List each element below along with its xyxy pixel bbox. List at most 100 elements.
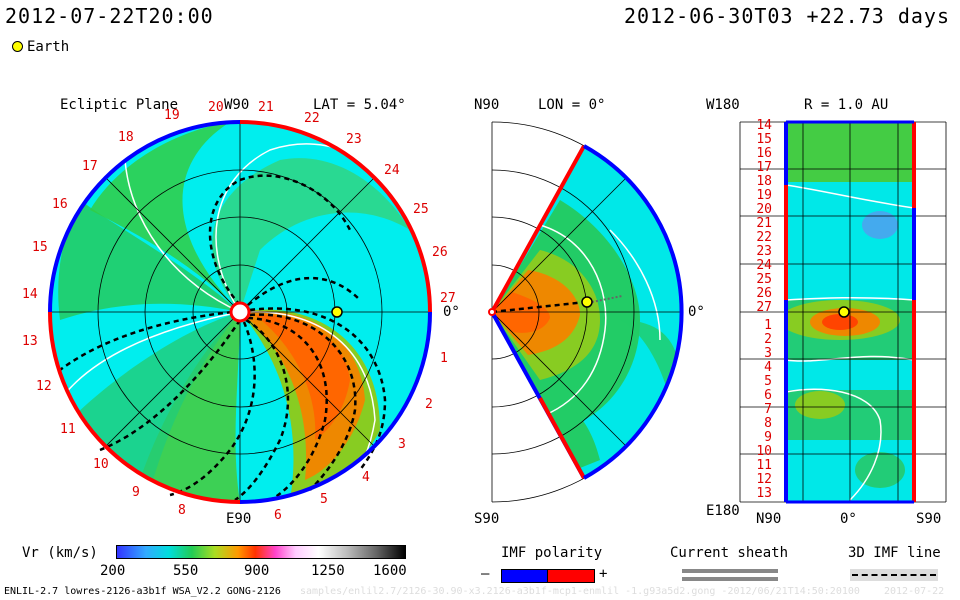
svg-text:22: 22 bbox=[304, 111, 320, 126]
svg-text:25: 25 bbox=[756, 272, 772, 287]
svg-text:22: 22 bbox=[756, 230, 772, 245]
earth-legend-label: Earth bbox=[27, 39, 70, 55]
colorbar-tick-1250: 1250 bbox=[311, 563, 345, 579]
radial-n90-label: N90 bbox=[756, 511, 782, 527]
meridional-earth-icon bbox=[581, 296, 593, 308]
faint-date: 2012-07-22 bbox=[884, 586, 945, 597]
ecliptic-lat-label: LAT = 5.04° bbox=[313, 97, 406, 113]
radial-r-label: R = 1.0 AU bbox=[804, 97, 889, 113]
svg-text:12: 12 bbox=[756, 472, 772, 487]
svg-text:4: 4 bbox=[764, 360, 772, 375]
svg-text:6: 6 bbox=[764, 388, 772, 403]
meridional-outer-polarity bbox=[583, 144, 684, 480]
radial-s90-label: S90 bbox=[916, 511, 942, 527]
meridional-imf-line bbox=[491, 300, 587, 314]
svg-text:11: 11 bbox=[756, 458, 772, 473]
faint-run-info: samples/enlil2.7/2126-30.90-x3.2126-a3b1… bbox=[300, 586, 860, 597]
svg-text:1: 1 bbox=[764, 318, 772, 333]
meridional-sun-icon bbox=[488, 308, 496, 316]
meridional-edge-south-red bbox=[538, 397, 586, 479]
ecliptic-carrington-labels: 27 1 2 3 4 5 6 8 9 10 11 12 13 14 15 16 … bbox=[22, 100, 456, 523]
imf-line-title: 3D IMF line bbox=[848, 545, 941, 561]
earth-legend: Earth bbox=[12, 39, 69, 55]
svg-text:27: 27 bbox=[756, 300, 772, 315]
svg-text:20: 20 bbox=[208, 100, 224, 115]
svg-text:17: 17 bbox=[756, 160, 772, 175]
svg-text:13: 13 bbox=[22, 334, 38, 349]
svg-text:14: 14 bbox=[756, 118, 772, 133]
svg-text:25: 25 bbox=[413, 202, 429, 217]
run-time: 2012-06-30T03 +22.73 days bbox=[623, 4, 950, 28]
svg-text:8: 8 bbox=[764, 416, 772, 431]
imf-line-swatch bbox=[850, 569, 938, 581]
meridional-imf-line-tail bbox=[591, 295, 623, 303]
colorbar-tick-1600: 1600 bbox=[373, 563, 407, 579]
earth-marker-icon bbox=[12, 41, 23, 52]
svg-text:6: 6 bbox=[274, 508, 282, 523]
ecliptic-polarity-positive bbox=[239, 120, 432, 313]
colorbar-tick-900: 900 bbox=[244, 563, 270, 579]
svg-text:15: 15 bbox=[32, 240, 48, 255]
svg-text:8: 8 bbox=[178, 503, 186, 518]
radial-lon-ticks: 14 15 16 17 18 19 20 21 22 23 24 25 26 2… bbox=[756, 118, 772, 501]
meridional-n90-label: N90 bbox=[474, 97, 500, 113]
radial-bottom-left-label: E180 bbox=[706, 503, 740, 519]
svg-text:23: 23 bbox=[346, 132, 362, 147]
svg-text:24: 24 bbox=[756, 258, 772, 273]
svg-text:16: 16 bbox=[52, 197, 68, 212]
colorbar-title: Vr (km/s) bbox=[22, 545, 98, 561]
earth-icon bbox=[331, 306, 343, 318]
meridional-edge-north bbox=[490, 145, 586, 313]
svg-text:7: 7 bbox=[764, 402, 772, 417]
svg-text:4: 4 bbox=[362, 470, 370, 485]
ecliptic-polarity-negative-left bbox=[48, 120, 241, 313]
svg-text:2: 2 bbox=[425, 397, 433, 412]
imf-negative-swatch bbox=[501, 569, 549, 583]
ecliptic-e90-label: E90 bbox=[226, 511, 252, 527]
ecliptic-w90-label: W90 bbox=[224, 97, 250, 113]
svg-text:13: 13 bbox=[756, 486, 772, 501]
radial-contours bbox=[786, 184, 914, 501]
ecliptic-angle-label: 0° bbox=[443, 304, 460, 320]
svg-text:9: 9 bbox=[764, 430, 772, 445]
imf-plus-label: + bbox=[599, 566, 608, 582]
svg-text:9: 9 bbox=[132, 485, 140, 500]
sun-icon bbox=[229, 301, 251, 323]
colorbar-tick-550: 550 bbox=[173, 563, 199, 579]
svg-text:11: 11 bbox=[60, 422, 76, 437]
meridional-angle-label: 0° bbox=[688, 304, 705, 320]
svg-text:3: 3 bbox=[398, 437, 406, 452]
current-sheath-line-bottom bbox=[682, 577, 778, 581]
svg-text:20: 20 bbox=[756, 202, 772, 217]
svg-text:24: 24 bbox=[384, 163, 400, 178]
svg-text:18: 18 bbox=[118, 130, 134, 145]
svg-text:26: 26 bbox=[756, 286, 772, 301]
svg-text:5: 5 bbox=[320, 492, 328, 507]
imf-polarity-title: IMF polarity bbox=[501, 545, 603, 561]
radial-earth-icon bbox=[838, 306, 850, 318]
ecliptic-title: Ecliptic Plane bbox=[60, 97, 179, 113]
svg-text:10: 10 bbox=[756, 444, 772, 459]
svg-text:15: 15 bbox=[756, 132, 772, 147]
svg-text:2: 2 bbox=[764, 332, 772, 347]
imf-positive-swatch bbox=[547, 569, 595, 583]
imf-minus-label: – bbox=[481, 566, 490, 582]
svg-text:26: 26 bbox=[432, 245, 448, 260]
ecliptic-polarity-negative-right bbox=[239, 311, 432, 504]
svg-text:16: 16 bbox=[756, 146, 772, 161]
svg-text:23: 23 bbox=[756, 244, 772, 259]
svg-text:17: 17 bbox=[82, 159, 98, 174]
svg-text:3: 3 bbox=[764, 346, 772, 361]
svg-text:19: 19 bbox=[756, 188, 772, 203]
colorbar-tick-200: 200 bbox=[100, 563, 126, 579]
svg-text:5: 5 bbox=[764, 374, 772, 389]
meridional-lon-label: LON = 0° bbox=[538, 97, 606, 113]
meridional-s90-label: S90 bbox=[474, 511, 500, 527]
model-time: 2012-07-22T20:00 bbox=[5, 4, 214, 28]
current-sheath-line-top bbox=[682, 569, 778, 573]
svg-text:14: 14 bbox=[22, 287, 38, 302]
model-info: ENLIL-2.7 lowres-2126-a3b1f WSA_V2.2 GON… bbox=[4, 586, 281, 597]
svg-text:21: 21 bbox=[258, 100, 274, 115]
